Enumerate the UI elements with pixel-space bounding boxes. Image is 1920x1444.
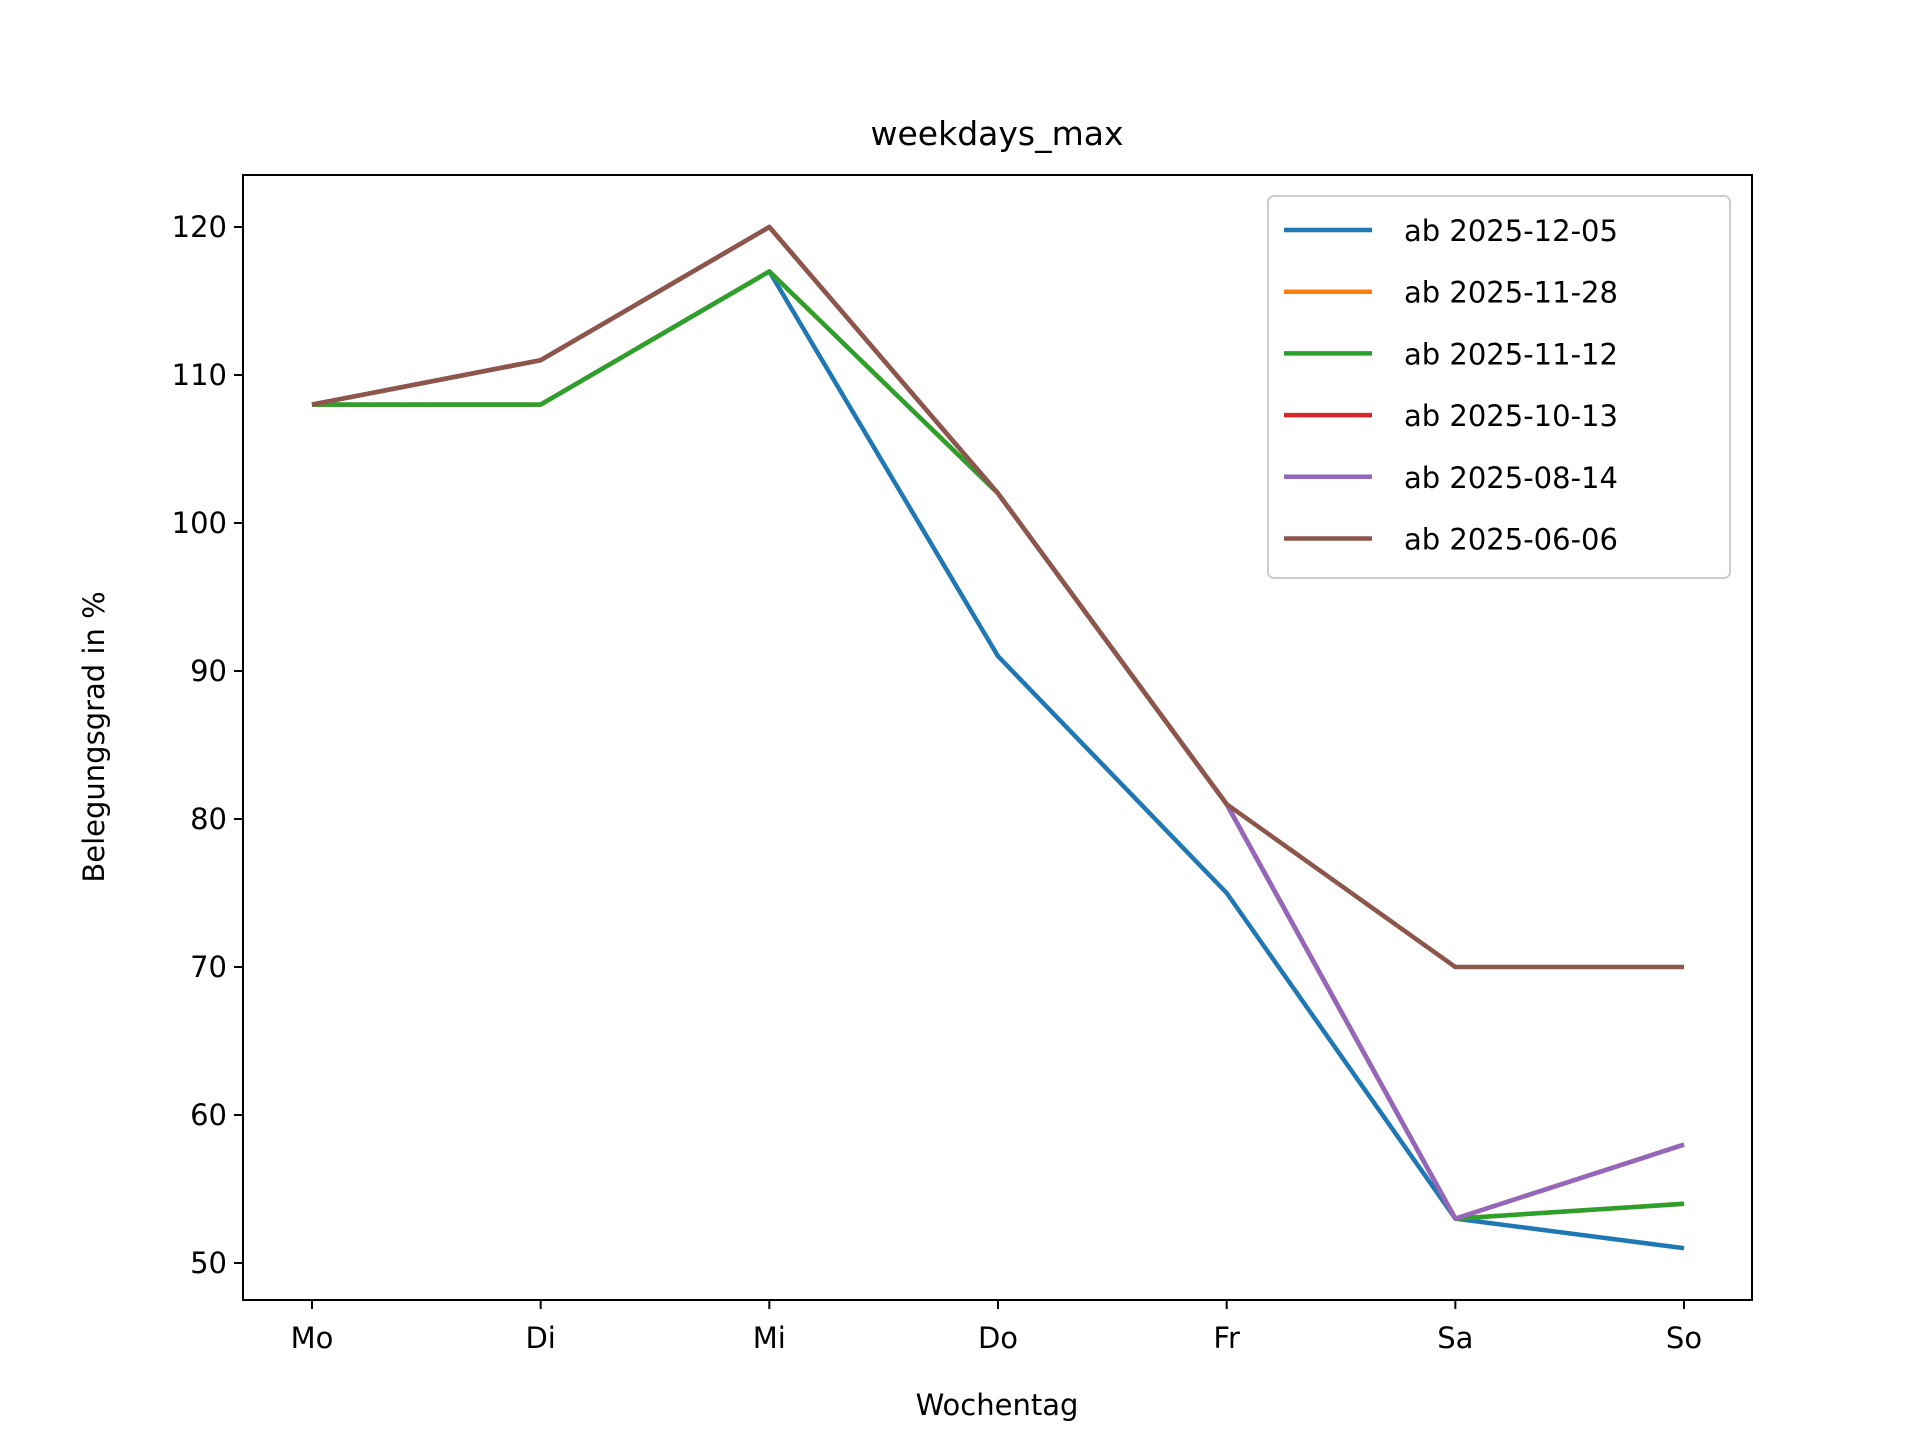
y-tick-label: 50	[190, 1246, 227, 1280]
legend-box	[1267, 195, 1731, 579]
x-tick-label: Sa	[1437, 1321, 1473, 1355]
y-tick-label: 100	[172, 506, 227, 540]
legend-label: ab 2025-06-06	[1404, 523, 1618, 557]
y-tick-label: 60	[190, 1098, 227, 1132]
legend-label: ab 2025-11-12	[1404, 337, 1618, 371]
legend-label: ab 2025-10-13	[1404, 399, 1618, 433]
x-axis-label: Wochentag	[916, 1388, 1079, 1422]
y-tick-label: 90	[190, 654, 227, 688]
series-line-5	[311, 224, 1684, 970]
y-axis-label: Belegungsgrad in %	[77, 591, 111, 882]
y-tick-label: 110	[172, 358, 227, 392]
x-tick-label: Mi	[753, 1321, 786, 1355]
x-axis: Mo Di Mi Do Fr Sa So	[291, 1300, 1702, 1355]
legend-label: ab 2025-12-05	[1404, 214, 1618, 248]
legend: ab 2025-12-05 ab 2025-11-28 ab 2025-11-12 a…	[1267, 195, 1731, 579]
y-tick-label: 70	[190, 950, 227, 984]
y-tick-label: 120	[172, 210, 227, 244]
plot-area	[311, 224, 1685, 1251]
x-tick-label: Do	[978, 1321, 1018, 1355]
x-tick-label: So	[1666, 1321, 1702, 1355]
legend-label: ab 2025-08-14	[1404, 461, 1618, 495]
chart-title: weekdays_max	[871, 114, 1124, 153]
y-axis: 50 60 70 80 90 100 110 120	[172, 210, 243, 1280]
y-tick-label: 80	[190, 802, 227, 836]
x-tick-label: Fr	[1213, 1321, 1240, 1355]
legend-label: ab 2025-11-28	[1404, 276, 1618, 310]
x-tick-label: Mo	[291, 1321, 334, 1355]
x-tick-label: Di	[525, 1321, 555, 1355]
